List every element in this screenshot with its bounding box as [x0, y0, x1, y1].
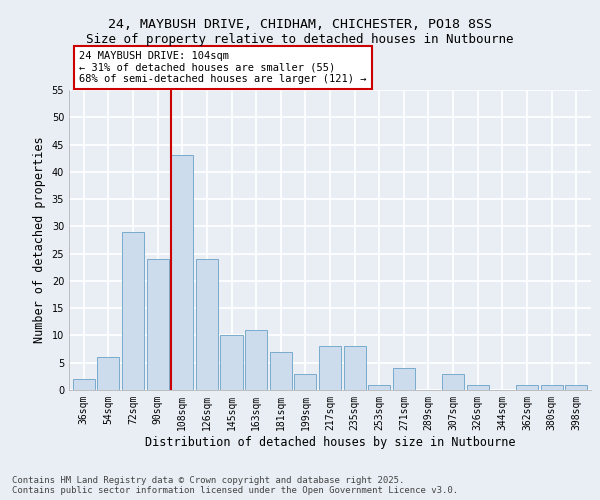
Bar: [269, 352, 292, 390]
Bar: [220, 336, 242, 390]
Bar: [73, 379, 95, 390]
Bar: [368, 384, 391, 390]
Bar: [196, 259, 218, 390]
Bar: [319, 346, 341, 390]
Bar: [245, 330, 267, 390]
Bar: [516, 384, 538, 390]
X-axis label: Distribution of detached houses by size in Nutbourne: Distribution of detached houses by size …: [145, 436, 515, 448]
Bar: [393, 368, 415, 390]
Bar: [565, 384, 587, 390]
Bar: [122, 232, 144, 390]
Y-axis label: Number of detached properties: Number of detached properties: [33, 136, 46, 344]
Bar: [294, 374, 316, 390]
Bar: [344, 346, 366, 390]
Text: 24 MAYBUSH DRIVE: 104sqm
← 31% of detached houses are smaller (55)
68% of semi-d: 24 MAYBUSH DRIVE: 104sqm ← 31% of detach…: [79, 51, 367, 84]
Bar: [171, 156, 193, 390]
Bar: [467, 384, 489, 390]
Text: 24, MAYBUSH DRIVE, CHIDHAM, CHICHESTER, PO18 8SS: 24, MAYBUSH DRIVE, CHIDHAM, CHICHESTER, …: [108, 18, 492, 30]
Text: Size of property relative to detached houses in Nutbourne: Size of property relative to detached ho…: [86, 32, 514, 46]
Bar: [97, 358, 119, 390]
Bar: [146, 259, 169, 390]
Bar: [442, 374, 464, 390]
Bar: [541, 384, 563, 390]
Text: Contains HM Land Registry data © Crown copyright and database right 2025.
Contai: Contains HM Land Registry data © Crown c…: [12, 476, 458, 495]
